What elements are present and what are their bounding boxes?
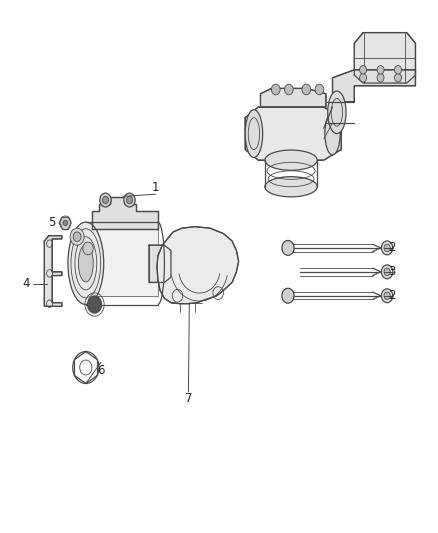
Circle shape [73,232,81,241]
Circle shape [384,244,390,252]
Polygon shape [261,88,326,107]
Text: 3: 3 [388,265,395,278]
Text: 2: 2 [388,241,395,254]
Text: 4: 4 [22,277,30,290]
Circle shape [381,241,393,255]
Circle shape [381,265,393,279]
Polygon shape [354,33,416,83]
Polygon shape [157,227,239,304]
Text: 1: 1 [152,181,159,195]
Circle shape [100,193,111,207]
Circle shape [384,268,390,276]
Ellipse shape [78,245,93,282]
Polygon shape [149,245,171,282]
Circle shape [60,216,71,230]
Circle shape [282,288,294,303]
Polygon shape [332,70,416,102]
Circle shape [83,242,93,255]
Circle shape [282,240,294,255]
Text: 6: 6 [97,364,105,377]
Ellipse shape [245,110,263,158]
Circle shape [302,84,311,95]
Circle shape [360,74,367,82]
Circle shape [272,84,280,95]
Circle shape [88,296,102,313]
Polygon shape [44,236,62,306]
Ellipse shape [265,150,317,170]
Circle shape [395,74,402,82]
Circle shape [360,66,367,74]
Circle shape [63,220,67,225]
Text: 5: 5 [49,216,56,229]
Text: 2: 2 [388,289,395,302]
Circle shape [285,84,293,95]
Circle shape [377,66,384,74]
Polygon shape [245,107,341,160]
Polygon shape [92,197,158,229]
Circle shape [124,193,135,207]
Circle shape [127,196,133,204]
Ellipse shape [68,222,104,304]
Circle shape [70,228,84,245]
Ellipse shape [328,91,346,134]
Circle shape [102,196,109,204]
Text: 7: 7 [185,392,192,405]
Circle shape [395,66,402,74]
Ellipse shape [265,176,317,197]
Circle shape [381,289,393,303]
Circle shape [384,292,390,300]
Circle shape [377,74,384,82]
Ellipse shape [325,112,340,155]
Polygon shape [86,229,158,296]
Circle shape [315,84,324,95]
